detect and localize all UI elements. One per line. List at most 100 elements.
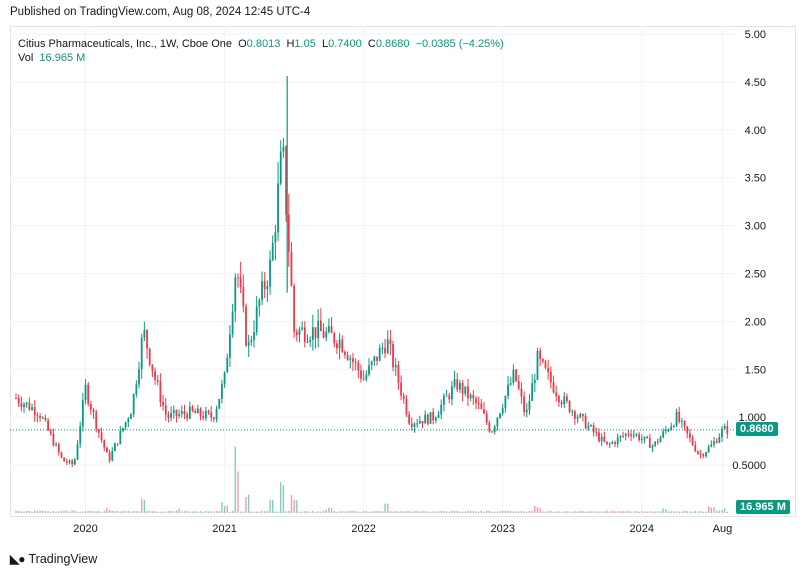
volume-bar [678,511,680,513]
candle-body [65,461,68,463]
volume-bar [702,511,704,513]
candle-body [491,431,493,433]
volume-bar [264,511,266,513]
volume-bar [100,511,103,513]
candle-body [523,396,526,413]
volume-bar [491,511,493,513]
volume-bar [635,510,638,513]
candle-body [344,351,346,355]
volume-bar [502,510,504,513]
candle-body [539,350,542,360]
candle-body [691,437,694,445]
candle-body [317,320,320,339]
volume-bar [301,511,303,513]
volume-bar [338,511,341,513]
volume-bar [419,511,421,513]
candle-body [477,403,480,405]
candle-body [159,381,162,402]
candle-body [584,415,587,429]
volume-bar [280,482,282,513]
candle-body [154,371,156,380]
candle-body [309,339,312,342]
candle-body [603,436,606,442]
candle-body [723,426,726,429]
volume-bar [247,494,250,513]
y-tick-label: 4.00 [745,125,766,137]
volume-bar [622,510,624,513]
volume-bar [191,511,194,513]
candle-body [451,386,453,400]
volume-bar [175,510,178,513]
candle-body [675,411,678,426]
volume-bar [448,511,450,513]
candle-body [472,394,475,399]
candle-body [89,403,92,410]
volume-bar [654,511,656,513]
candle-body [467,386,469,399]
candle-body [378,348,381,361]
volume-bar [239,511,242,513]
high-label: H [286,38,295,50]
volume-bar [322,510,325,513]
volume-bar [472,510,475,513]
volume-bar [122,510,124,513]
candle-body [229,334,231,358]
candle-body [384,347,386,354]
volume-bar [349,510,351,513]
candle-body [146,330,148,349]
volume-bar [389,511,392,513]
candle-body [429,412,432,424]
candle-body [373,356,376,362]
volume-bar [411,511,413,513]
volume-bar [477,511,480,513]
volume-bar [421,510,424,513]
volume-bar [237,471,239,513]
volume-bar [555,511,557,513]
volume-bar [528,510,531,513]
volume-bar [66,510,68,513]
volume-bar [526,511,528,513]
candle-body [98,429,100,433]
candle-body [600,436,603,442]
candle-body [638,434,641,441]
candle-body [167,414,170,418]
candle-body [162,401,164,406]
volume-bar [341,511,343,513]
volume-bar [480,510,483,513]
candle-body [525,409,528,413]
x-tick-label: 2023 [490,523,514,535]
candle-body [392,344,394,368]
candle-body [408,414,411,424]
candle-body [111,451,114,461]
volume-bar [437,511,440,513]
volume-bar [461,511,464,513]
candle-body [582,414,584,416]
candle-body [667,429,670,431]
time-axis: 2020 2021 2022 2023 2024 Aug [73,523,732,535]
candle-body [31,407,33,410]
volume-bar [689,511,691,513]
candle-body [646,436,649,439]
candle-body [662,431,665,438]
y-tick-label: 1.50 [745,364,766,376]
volume-bar [507,510,509,513]
volume-bar [215,510,218,513]
volume-bar [638,511,640,513]
candle-body [598,432,600,442]
candle-body [311,327,314,340]
volume-bar [330,508,333,513]
candle-body [47,420,49,431]
candle-body [199,408,202,416]
candle-body [608,443,611,445]
volume-bar [459,511,461,513]
volume-bar [63,510,65,513]
candle-body [60,452,63,458]
volume-bar [162,511,164,513]
volume-bar [90,510,92,513]
volume-bar [159,511,162,513]
candle-body [218,398,221,409]
candle-body [397,365,400,383]
volume-bar [346,511,349,513]
tradingview-brand[interactable]: ◣● TradingView [10,552,97,566]
